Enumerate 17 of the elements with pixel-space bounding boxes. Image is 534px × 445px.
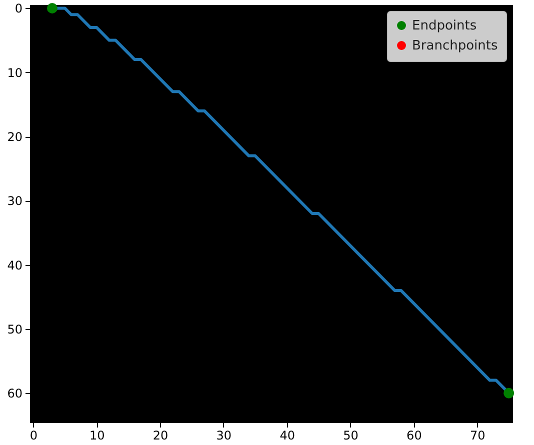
- y-tick-label: 30: [7, 194, 22, 208]
- x-tick-label: 20: [152, 428, 168, 442]
- x-tick-label: 50: [343, 428, 358, 442]
- x-tick-label: 0: [30, 428, 38, 442]
- legend-label: Endpoints: [412, 18, 477, 34]
- y-tick-label: 50: [7, 322, 22, 336]
- x-tick-label: 60: [406, 428, 422, 442]
- x-tick-label: 70: [470, 428, 486, 442]
- y-tick-label: 10: [7, 66, 22, 80]
- y-tick-label: 40: [7, 258, 22, 272]
- x-tick-label: 10: [89, 428, 105, 442]
- x-tick-label: 40: [280, 428, 295, 442]
- y-tick-label: 60: [7, 386, 22, 401]
- y-tick-label: 20: [7, 130, 22, 144]
- y-tick-label: 0: [14, 2, 22, 16]
- legend-label: Branchpoints: [412, 38, 498, 54]
- x-tick-label: 30: [216, 428, 232, 442]
